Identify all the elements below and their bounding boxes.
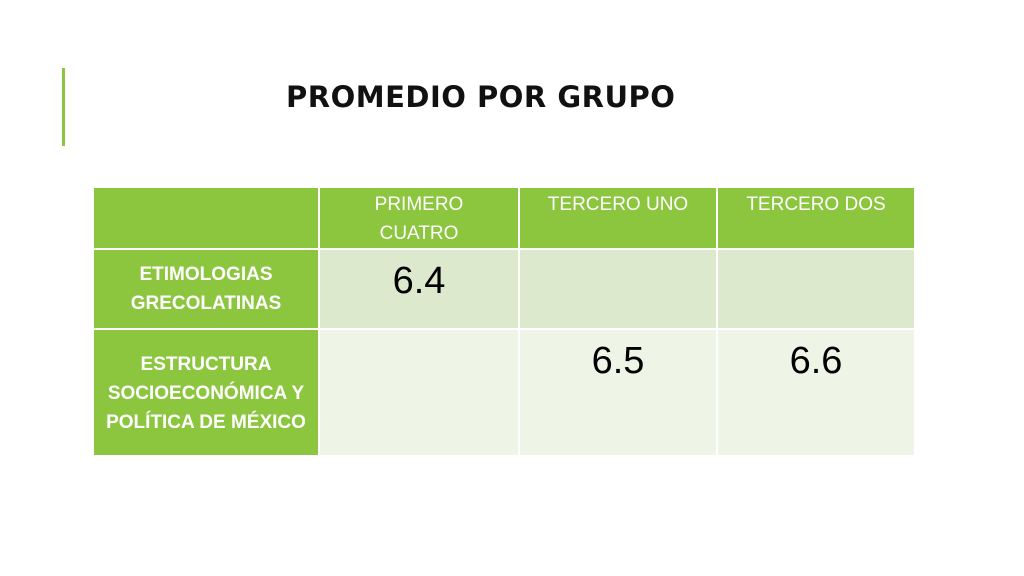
cell-value: 6.5 [518,328,718,457]
cell-value [716,248,916,330]
cell-value [318,328,520,457]
table-header-row: PRIMERO CUATRO TERCERO UNO TERCERO DOS [92,186,916,250]
table-row: ESTRUCTURA SOCIOECONÓMICA Y POLÍTICA DE … [92,328,916,457]
row-label-estructura: ESTRUCTURA SOCIOECONÓMICA Y POLÍTICA DE … [92,328,320,457]
table-row: ETIMOLOGIAS GRECOLATINAS 6.4 [92,248,916,330]
accent-bar [62,68,65,146]
header-empty [92,186,320,250]
row-label-etimologias: ETIMOLOGIAS GRECOLATINAS [92,248,320,330]
cell-value: 6.4 [318,248,520,330]
slide-title: PROMEDIO POR GRUPO [286,80,676,114]
grades-table: PRIMERO CUATRO TERCERO UNO TERCERO DOS E… [92,186,916,457]
header-tercero-uno: TERCERO UNO [518,186,718,250]
header-primero-cuatro: PRIMERO CUATRO [318,186,520,250]
header-tercero-dos: TERCERO DOS [716,186,916,250]
cell-value: 6.6 [716,328,916,457]
cell-value [518,248,718,330]
